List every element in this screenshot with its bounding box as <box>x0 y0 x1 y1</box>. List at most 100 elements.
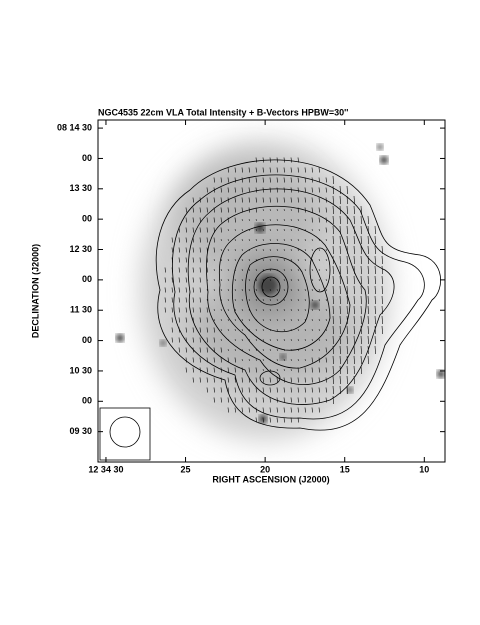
vector <box>311 239 313 241</box>
vector <box>171 287 173 293</box>
vector <box>353 245 355 255</box>
vector <box>346 305 348 315</box>
vector <box>262 219 264 221</box>
vector <box>318 407 320 413</box>
vector <box>192 267 194 273</box>
vector <box>332 195 334 205</box>
vector <box>290 219 292 221</box>
vector <box>220 269 222 271</box>
vector <box>353 305 355 315</box>
vector <box>227 309 229 311</box>
vector <box>213 279 215 281</box>
vector <box>353 215 355 225</box>
vector <box>213 337 215 343</box>
vector <box>269 407 271 413</box>
vector <box>262 339 264 341</box>
vector <box>227 259 229 261</box>
vector <box>171 247 173 253</box>
vector <box>248 299 250 301</box>
vector <box>290 167 292 173</box>
vector <box>213 289 215 291</box>
vector <box>276 377 278 383</box>
vector <box>276 339 278 341</box>
vector <box>374 235 376 245</box>
vector <box>206 197 208 203</box>
vector <box>199 227 201 233</box>
vector <box>262 417 264 423</box>
plot-frame <box>97 119 446 463</box>
vector <box>241 299 243 301</box>
x-tick-label: 12 34 30 <box>88 464 123 474</box>
vector <box>332 395 334 405</box>
vector <box>297 187 299 193</box>
vector <box>241 219 243 221</box>
vector <box>325 357 327 363</box>
vector <box>178 297 180 303</box>
vector <box>297 309 299 311</box>
vector <box>381 255 383 265</box>
vector <box>241 259 243 261</box>
vector <box>220 309 222 311</box>
vector <box>171 317 173 323</box>
vector <box>297 197 299 203</box>
vector <box>213 377 215 383</box>
vector <box>332 265 334 275</box>
vector <box>248 397 250 403</box>
vector <box>206 237 208 243</box>
vector <box>248 177 250 183</box>
vector <box>199 237 201 243</box>
vector <box>276 349 278 351</box>
vector <box>290 209 292 211</box>
vector <box>241 367 243 373</box>
vector <box>255 219 257 221</box>
vector <box>220 377 222 383</box>
vector <box>269 197 271 203</box>
vector <box>318 377 320 383</box>
vector <box>262 407 264 413</box>
vector <box>318 299 320 301</box>
vector <box>304 239 306 241</box>
vector <box>367 235 369 245</box>
vector <box>332 215 334 225</box>
vector <box>227 249 229 251</box>
vector <box>269 239 271 241</box>
vector <box>297 359 299 361</box>
vector <box>234 167 236 173</box>
vector <box>360 315 362 325</box>
vector <box>339 275 341 285</box>
vector <box>374 275 376 285</box>
vector <box>304 339 306 341</box>
vector <box>234 329 236 331</box>
vector <box>297 249 299 251</box>
vector <box>199 337 201 343</box>
vector <box>304 289 306 291</box>
vector <box>304 407 306 413</box>
vector <box>318 187 320 193</box>
vector <box>339 325 341 335</box>
vector <box>171 237 173 243</box>
vector <box>290 369 292 371</box>
vector <box>227 187 229 193</box>
vector <box>192 217 194 223</box>
vector <box>332 375 334 385</box>
vector <box>206 207 208 213</box>
y-tick-label: 00 <box>82 335 92 345</box>
vector <box>227 269 229 271</box>
vector <box>248 219 250 221</box>
vector <box>304 367 306 373</box>
vector <box>178 337 180 343</box>
vector <box>318 197 320 203</box>
vector <box>290 229 292 231</box>
vector <box>248 359 250 361</box>
vector <box>241 269 243 271</box>
vector <box>318 229 320 231</box>
vector <box>311 387 313 393</box>
vector <box>367 315 369 325</box>
vector <box>346 285 348 295</box>
vector <box>332 245 334 255</box>
vector <box>206 377 208 383</box>
vector <box>283 417 285 423</box>
vector <box>206 307 208 313</box>
vector <box>255 239 257 241</box>
vector <box>290 397 292 403</box>
